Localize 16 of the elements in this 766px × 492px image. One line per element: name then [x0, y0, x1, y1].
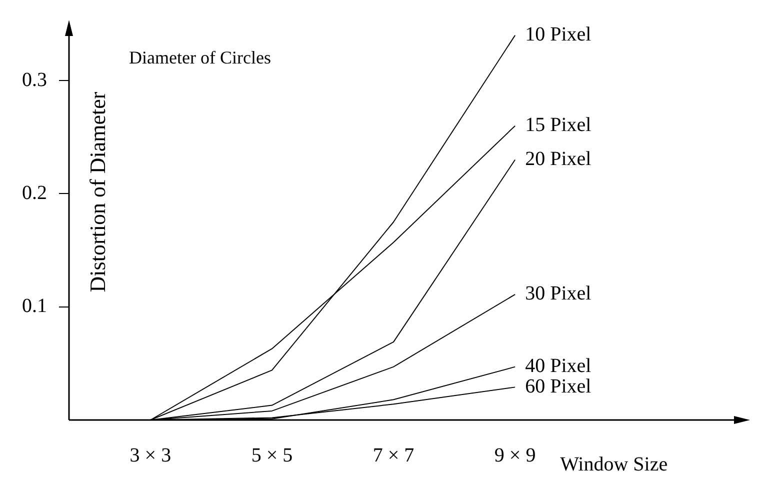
x-tick-label: 9 × 9: [494, 444, 536, 466]
series-label: 40 Pixel: [525, 355, 592, 378]
series-label: 30 Pixel: [525, 282, 592, 305]
x-tick-label: 5 × 5: [251, 444, 293, 466]
series-label: 10 Pixel: [525, 24, 592, 46]
text: Diameter of Circles: [129, 48, 271, 68]
series-label: 60 Pixel: [525, 375, 592, 398]
y-tick-label: 0.1: [22, 295, 47, 318]
x-tick-label: 3 × 3: [130, 444, 172, 466]
x-tick-label: 7 × 7: [372, 444, 414, 466]
y-tick-label: 0.3: [22, 68, 47, 91]
series-label: 20 Pixel: [525, 148, 592, 170]
y-tick-label: 0.2: [22, 182, 47, 204]
x-axis-title: Window Size: [560, 453, 668, 476]
series-label: 15 Pixel: [525, 114, 592, 136]
y-axis-title: Distortion of Diameter: [84, 91, 110, 292]
